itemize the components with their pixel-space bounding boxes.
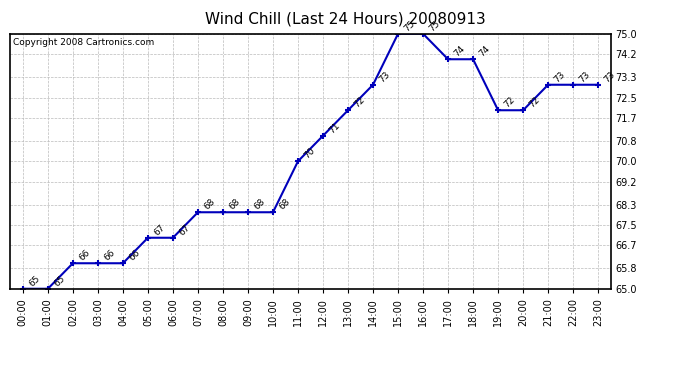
Text: 66: 66 bbox=[127, 248, 141, 262]
Text: 71: 71 bbox=[327, 120, 342, 135]
Text: 74: 74 bbox=[477, 44, 492, 58]
Text: 68: 68 bbox=[277, 197, 292, 211]
Text: 72: 72 bbox=[352, 95, 366, 109]
Text: 65: 65 bbox=[27, 273, 41, 288]
Text: 68: 68 bbox=[202, 197, 217, 211]
Text: 68: 68 bbox=[227, 197, 242, 211]
Text: 73: 73 bbox=[578, 69, 592, 84]
Text: 72: 72 bbox=[502, 95, 517, 109]
Text: 67: 67 bbox=[177, 222, 192, 237]
Text: 65: 65 bbox=[52, 273, 66, 288]
Text: 74: 74 bbox=[452, 44, 466, 58]
Text: 75: 75 bbox=[402, 18, 417, 33]
Text: 68: 68 bbox=[252, 197, 266, 211]
Text: 66: 66 bbox=[102, 248, 117, 262]
Text: 75: 75 bbox=[427, 18, 442, 33]
Text: 67: 67 bbox=[152, 222, 166, 237]
Text: Wind Chill (Last 24 Hours) 20080913: Wind Chill (Last 24 Hours) 20080913 bbox=[205, 11, 485, 26]
Text: 73: 73 bbox=[602, 69, 617, 84]
Text: 66: 66 bbox=[77, 248, 92, 262]
Text: 70: 70 bbox=[302, 146, 317, 160]
Text: 73: 73 bbox=[552, 69, 566, 84]
Text: Copyright 2008 Cartronics.com: Copyright 2008 Cartronics.com bbox=[13, 38, 155, 46]
Text: 72: 72 bbox=[527, 95, 542, 109]
Text: 73: 73 bbox=[377, 69, 392, 84]
